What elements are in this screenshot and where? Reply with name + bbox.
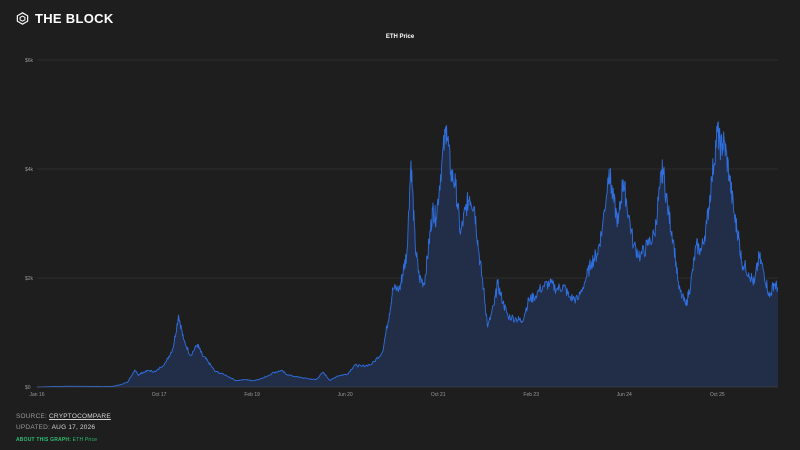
- y-tick-label: $6k: [25, 58, 34, 64]
- price-area-fill: [37, 121, 778, 388]
- x-tick-label: Oct 25: [710, 392, 725, 398]
- x-tick-label: Jun 24: [617, 392, 632, 398]
- y-tick-label: $2k: [25, 276, 34, 282]
- x-tick-label: Feb 23: [523, 392, 539, 398]
- about-value: ETH Price: [72, 437, 98, 443]
- x-tick-label: Oct 21: [431, 392, 446, 398]
- updated-line: UPDATED: AUG 17, 2026: [16, 424, 95, 431]
- y-axis-ticks: $0 $2k $4k $6k: [25, 58, 34, 391]
- about-label: ABOUT THIS GRAPH:: [16, 437, 72, 443]
- y-tick-label: $4k: [25, 167, 34, 173]
- cube-logo-icon: [16, 12, 29, 25]
- x-axis-ticks: Jan 16 Oct 17 Feb 19 Jun 20 Oct 21 Feb 23 Jun …: [29, 392, 724, 398]
- source-link[interactable]: CRYPTOCOMPARE: [49, 413, 111, 420]
- x-tick-label: Jan 16: [29, 392, 44, 398]
- source-line: SOURCE: CRYPTOCOMPARE: [16, 413, 111, 420]
- price-line: [37, 121, 779, 388]
- updated-label: UPDATED:: [16, 424, 50, 431]
- x-tick-label: Jun 20: [338, 392, 353, 398]
- y-tick-label: $0: [25, 385, 31, 391]
- brand[interactable]: THE BLOCK: [16, 11, 114, 26]
- brand-name: THE BLOCK: [35, 11, 114, 26]
- x-tick-label: Oct 17: [152, 392, 167, 398]
- source-label: SOURCE:: [16, 413, 48, 420]
- chart-title: ETH Price: [385, 34, 415, 40]
- updated-value: AUG 17, 2026: [51, 424, 96, 431]
- about-line[interactable]: ABOUT THIS GRAPH: ETH Price: [16, 437, 97, 443]
- x-tick-label: Feb 19: [244, 392, 260, 398]
